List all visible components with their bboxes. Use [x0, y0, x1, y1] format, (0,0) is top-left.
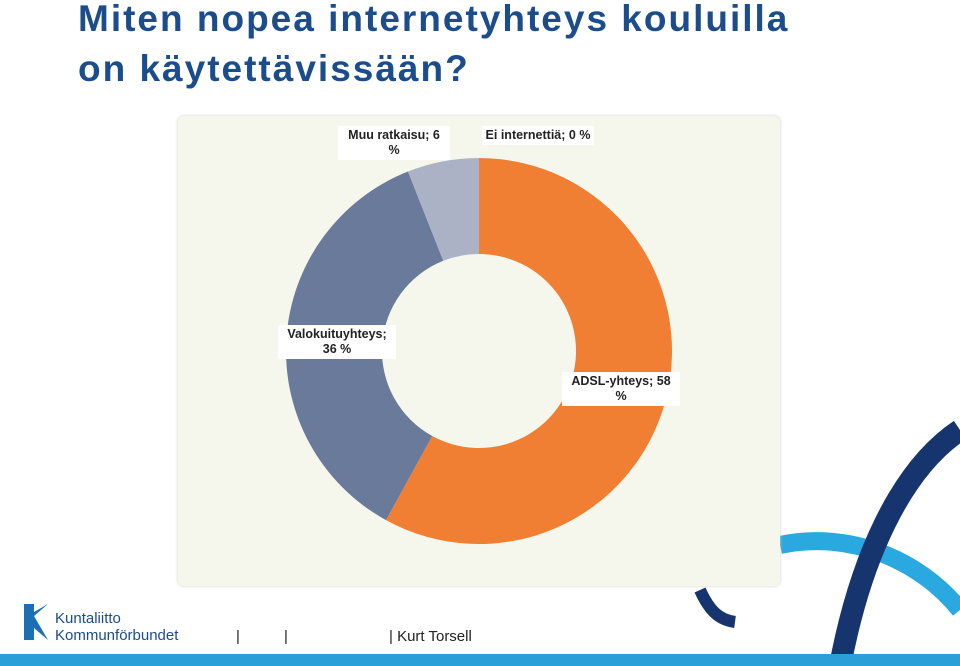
donut-slice: [386, 158, 672, 544]
data-label: Valokuituyhteys; 36 %: [278, 325, 396, 359]
data-label: ADSL-yhteys; 58 %: [562, 372, 680, 406]
logo-text: Kommunförbundet: [55, 627, 179, 644]
logo-text: Kuntaliitto: [55, 610, 121, 627]
footer-separator: |: [236, 628, 240, 645]
deco-arc: [829, 420, 960, 666]
donut-slice: [407, 158, 479, 261]
footer-separator: |: [284, 628, 288, 645]
chart: [286, 158, 672, 544]
footer-author: | Kurt Torsell: [389, 628, 472, 645]
data-label: Ei internettiä; 0 %: [482, 126, 594, 145]
chart-panel: ADSL-yhteys; 58 % Valokuituyhteys; 36 % Mu…: [178, 116, 780, 586]
title: Miten nopea internetyhteys kouluilla on …: [78, 0, 790, 89]
data-label: Muu ratkaisu; 6 %: [338, 126, 450, 160]
deco-arc: [694, 587, 737, 628]
footer-band: [0, 654, 960, 666]
logo-mark: [24, 604, 48, 640]
